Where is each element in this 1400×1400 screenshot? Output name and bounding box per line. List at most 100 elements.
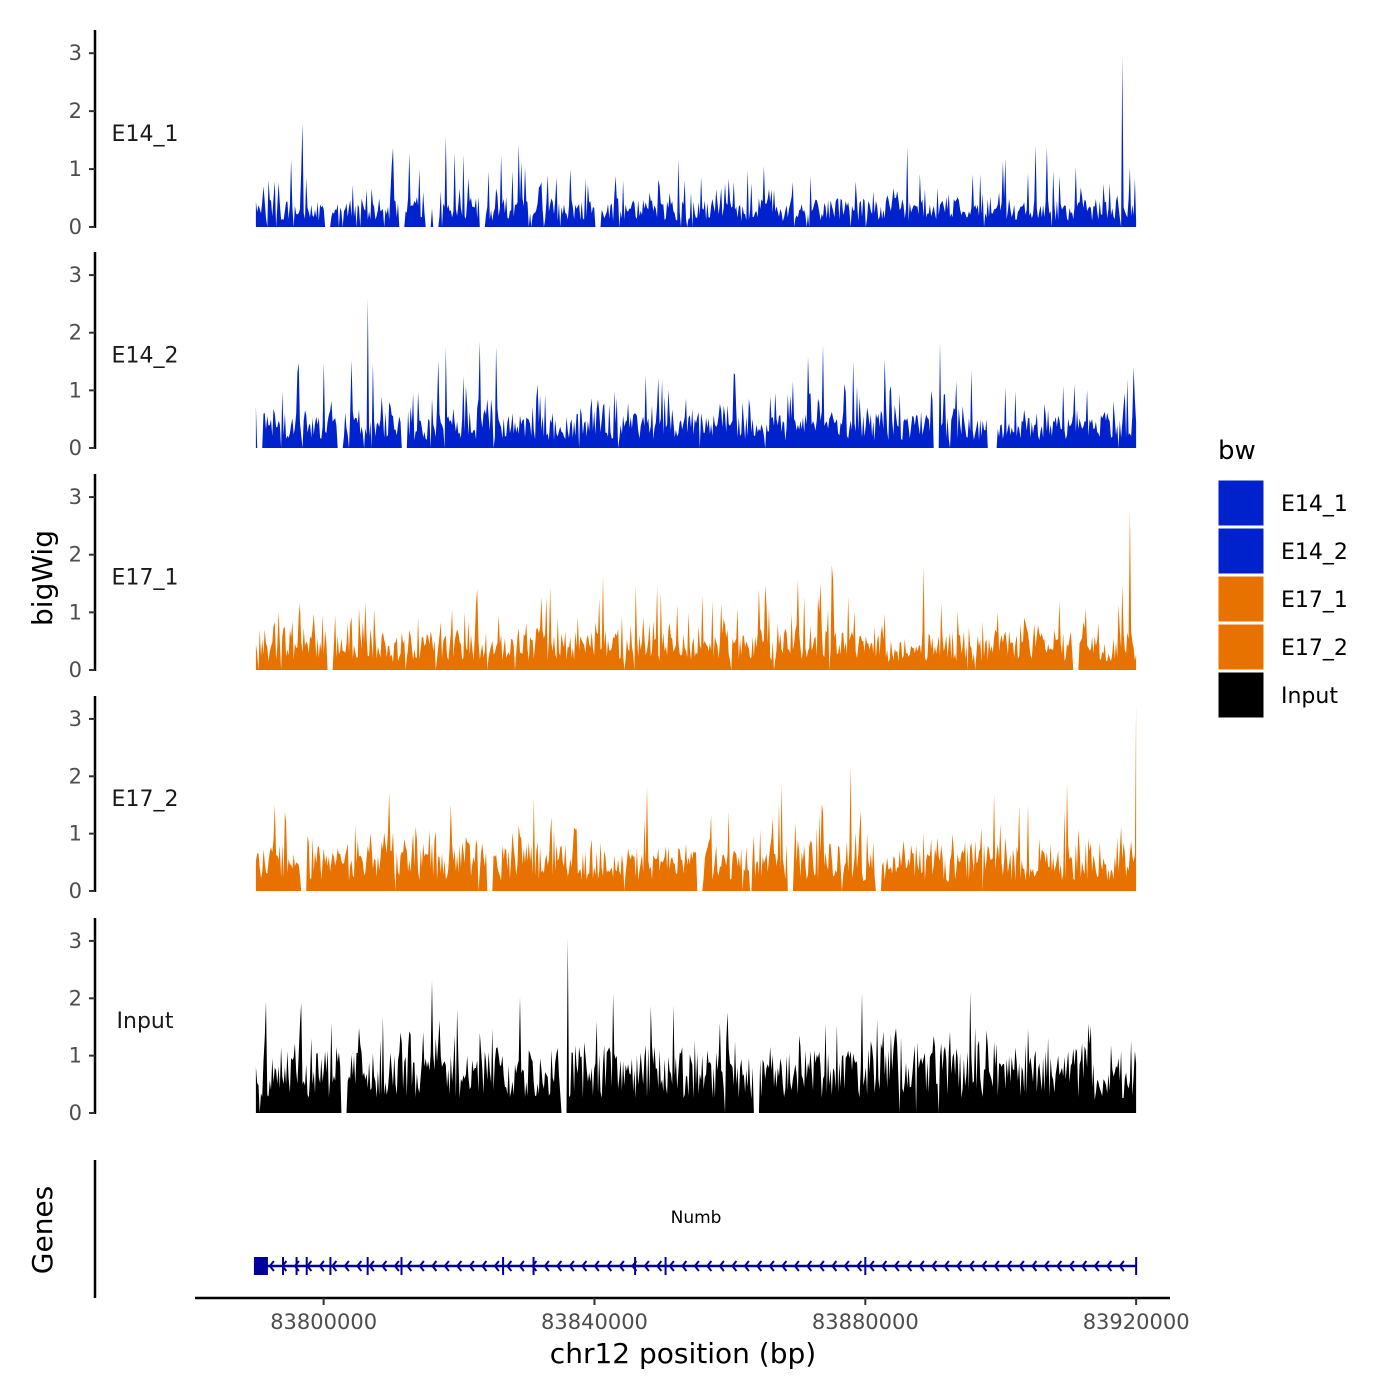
track-E17_2: 0 1 2 3 E17_2 [69,696,1137,903]
y-tick-label-Input-3: 3 [69,929,82,953]
y-axis-title-genes: Genes [26,1186,59,1274]
strand-arrow [493,1260,500,1272]
strand-arrow [531,1260,538,1272]
gene-track: Numb [93,1160,1138,1298]
x-axis: 83800000 83840000 83880000 83920000 [195,1296,1190,1334]
strand-arrow [606,1260,613,1272]
track-label-E17_1: E17_1 [112,566,179,591]
strand-arrow [893,1260,900,1272]
y-tick-label-E17_2-2: 2 [69,764,82,788]
strand-arrow [618,1260,625,1272]
legend-label-E14_1: E14_1 [1281,492,1348,517]
strand-arrow [418,1260,425,1272]
strand-arrow [1106,1260,1113,1272]
legend-swatch-E14_2 [1217,527,1265,575]
strand-arrow [1118,1260,1125,1272]
strand-arrow [918,1260,925,1272]
strand-arrow [431,1260,438,1272]
y-tick-label-E17_1-0: 0 [69,658,82,682]
strand-arrow [968,1260,975,1272]
strand-arrow [1018,1260,1025,1272]
strand-arrow [818,1260,825,1272]
strand-arrow [718,1260,725,1272]
y-tick-label-E14_2-0: 0 [69,436,82,460]
strand-arrow [731,1260,738,1272]
strand-arrow [881,1260,888,1272]
y-tick-label-E14_1-0: 0 [69,215,82,239]
strand-arrow [331,1260,338,1272]
strand-arrow [843,1260,850,1272]
y-tick-label-E17_2-3: 3 [69,707,82,731]
y-tick-label-E14_1-3: 3 [69,41,82,65]
strand-arrow [793,1260,800,1272]
legend-label-Input: Input [1281,684,1338,709]
y-tick-label-E14_2-2: 2 [69,321,82,345]
gene-label-numb: Numb [671,1208,722,1228]
strand-arrow [593,1260,600,1272]
legend-swatch-E17_1 [1217,575,1265,623]
y-tick-label-E14_2-1: 1 [69,378,82,402]
strand-arrow [743,1260,750,1272]
strand-arrow [868,1260,875,1272]
y-tick-label-E14_2-3: 3 [69,263,82,287]
strand-arrow [943,1260,950,1272]
track-label-E14_1: E14_1 [112,122,179,147]
strand-arrow [668,1260,675,1272]
strand-arrow [643,1260,650,1272]
strand-arrow [856,1260,863,1272]
legend: E14_1 E14_2 E17_1 E17_2 Input [1217,479,1348,719]
y-tick-label-E17_2-0: 0 [69,879,82,903]
track-label-E14_2: E14_2 [112,344,179,369]
strand-arrow [568,1260,575,1272]
strand-arrow [406,1260,413,1272]
strand-arrow [1081,1260,1088,1272]
strand-arrow [268,1260,275,1272]
legend-label-E17_2: E17_2 [1281,636,1348,661]
strand-arrow [543,1260,550,1272]
legend-label-E14_2: E14_2 [1281,540,1348,565]
strand-arrow [693,1260,700,1272]
y-tick-label-Input-2: 2 [69,986,82,1010]
signal-area-E14_1 [255,56,1137,227]
strand-arrow [993,1260,1000,1272]
y-tick-label-E17_1-3: 3 [69,485,82,509]
strand-arrow [381,1260,388,1272]
track-label-E17_2: E17_2 [112,787,179,812]
y-tick-label-E14_1-2: 2 [69,99,82,123]
signal-area-Input [255,938,1137,1113]
legend-swatch-E14_1 [1217,479,1265,527]
y-tick-label-E17_1-2: 2 [69,543,82,567]
strand-arrow [581,1260,588,1272]
strand-arrow [556,1260,563,1272]
strand-arrow [443,1260,450,1272]
strand-arrow [1006,1260,1013,1272]
strand-arrow [506,1260,513,1272]
track-E14_2: 0 1 2 3 E14_2 [69,252,1137,460]
strand-arrow [1043,1260,1050,1272]
y-tick-label-Input-0: 0 [69,1101,82,1125]
x-tick-label-2: 83880000 [812,1310,919,1334]
strand-arrow [456,1260,463,1272]
strand-arrow [956,1260,963,1272]
signal-area-E14_2 [255,298,1137,448]
strand-arrow [806,1260,813,1272]
legend-title: bw [1218,436,1256,466]
strand-arrow [393,1260,400,1272]
y-tick-label-Input-1: 1 [69,1044,82,1068]
strand-arrow [1093,1260,1100,1272]
signal-area-E17_2 [255,704,1137,891]
strand-arrow [468,1260,475,1272]
x-tick-label-0: 83800000 [270,1310,377,1334]
strand-arrow [981,1260,988,1272]
strand-arrow [481,1260,488,1272]
y-tick-label-E17_1-1: 1 [69,600,82,624]
y-tick-label-E17_2-1: 1 [69,822,82,846]
strand-arrow [681,1260,688,1272]
strand-arrow [781,1260,788,1272]
y-tick-label-E14_1-1: 1 [69,157,82,181]
x-tick-label-3: 83920000 [1083,1310,1190,1334]
strand-arrow [931,1260,938,1272]
strand-arrow [1031,1260,1038,1272]
strand-arrow [1056,1260,1063,1272]
